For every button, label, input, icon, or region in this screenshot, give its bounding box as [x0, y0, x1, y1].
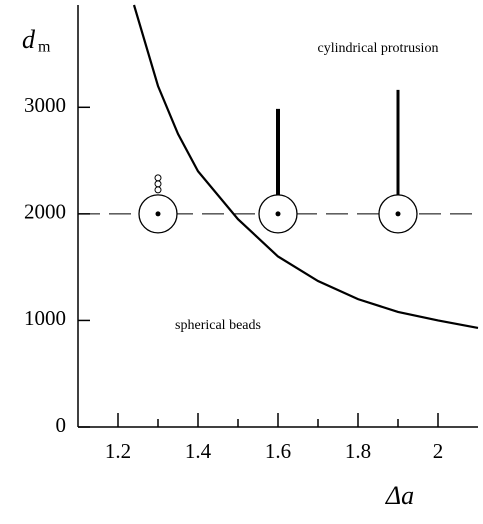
y-tick-label: 1000 — [24, 306, 66, 330]
bead — [154, 174, 162, 182]
bead — [154, 180, 162, 188]
x-tick-label: 1.4 — [185, 439, 212, 463]
x-tick-label: 1.2 — [105, 439, 131, 463]
bead — [154, 186, 162, 194]
marker-dot — [395, 211, 401, 217]
curve — [132, 4, 479, 329]
y-tick-label: 3000 — [24, 93, 66, 117]
y-axis-label-sub: m — [38, 39, 51, 56]
x-tick-label: 1.8 — [345, 439, 371, 463]
y-tick-label: 0 — [56, 413, 67, 437]
annotation: spherical beads — [175, 318, 261, 333]
x-tick-label: 1.6 — [265, 439, 291, 463]
y-tick-label: 2000 — [24, 200, 66, 224]
marker-dot — [155, 211, 161, 217]
y-axis-label: d — [22, 25, 36, 54]
x-axis-label: Δa — [385, 481, 414, 510]
x-tick-label: 2 — [433, 439, 444, 463]
annotation: cylindrical protrusion — [318, 41, 439, 56]
marker-dot — [275, 211, 281, 217]
